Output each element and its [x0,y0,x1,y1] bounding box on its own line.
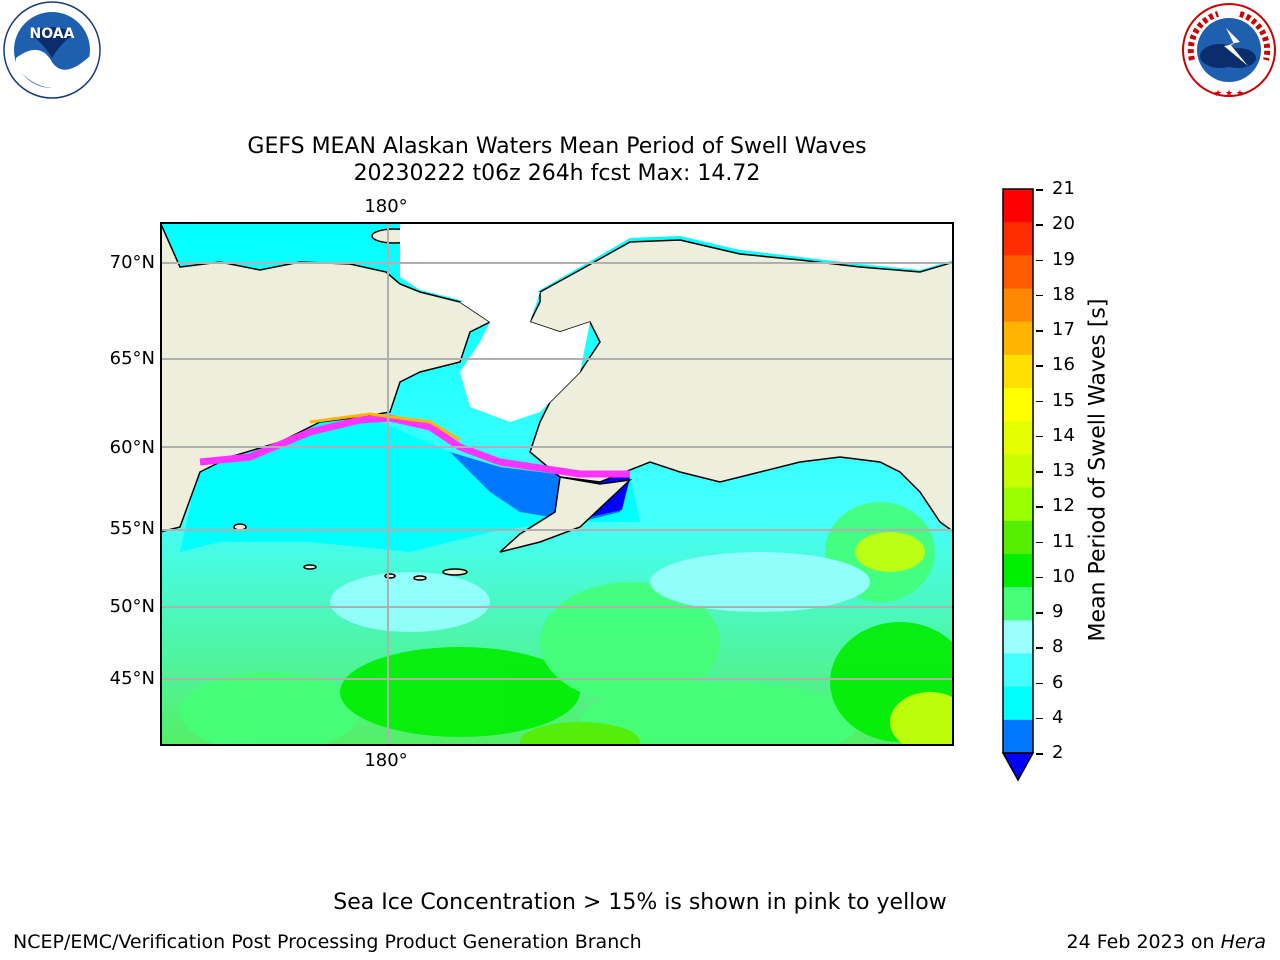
colorbar-tick [1036,682,1043,684]
colorbar-tick [1036,753,1043,755]
figure-subtitle: 20230222 t06z 264h fcst Max: 14.72 [353,161,761,186]
colorbar-swatch [1003,620,1033,654]
colorbar-tick [1036,400,1043,402]
swell-period-patches [180,502,954,746]
colorbar-tick [1036,365,1043,367]
colorbar-tick [1036,435,1043,438]
bering-sea-field [180,417,640,552]
colorbar-swatch [1003,653,1033,688]
colorbar-tick [1036,330,1043,332]
lat-label-65: 65°N [109,348,155,369]
colorbar-tick [1036,612,1043,614]
colorbar-tick-label: 10 [1052,565,1075,587]
colorbar-tick-label: 8 [1052,636,1064,658]
colorbar-tick-label: 13 [1052,460,1075,481]
map-frame [160,222,954,746]
colorbar-tick-label: 17 [1052,319,1075,340]
lat-label-45: 45°N [109,668,155,689]
footer-date-text: 24 Feb 2023 on [1066,931,1215,953]
colorbar-swatch [1003,487,1033,522]
colorbar-tick [1036,189,1043,191]
colorbar-tick-label: 18 [1052,283,1075,305]
noaa-logo-text: NOAA [30,26,75,42]
map-panel [160,222,954,746]
colorbar-swatch [1003,288,1033,323]
colorbar-swatch [1003,421,1033,455]
colorbar-swatch [1003,587,1033,621]
colorbar-tick [1036,259,1043,261]
graticule [160,222,954,746]
colorbar-swatches [1003,189,1033,754]
colorbar-swatch [1003,454,1033,489]
national-weather-service-logo: ★ ★ ★ [1182,3,1276,99]
lat-label-60: 60°N [109,437,155,458]
footer-date: 24 Feb 2023 on Hera [1067,931,1266,953]
lat-label-55: 55°N [109,518,155,539]
lon-label-bottom: 180° [364,750,408,771]
colorbar-tick-label: 6 [1052,671,1064,693]
colorbar-tick [1036,224,1043,226]
lat-label-70: 70°N [109,252,155,273]
lat-label-50: 50°N [109,596,155,617]
colorbar-swatch [1003,222,1033,256]
noaa-logo: NOAA [3,1,101,99]
figure-title: GEFS MEAN Alaskan Waters Mean Period of … [247,134,867,159]
colorbar-tick-label: 14 [1052,424,1075,446]
sea-ice-edge [199,414,630,478]
arctic-sea-ice-area [400,222,954,320]
colorbar-tick-label: 19 [1052,248,1075,270]
colorbar-swatch [1003,520,1033,555]
colorbar-tick [1036,471,1043,473]
colorbar-swatch [1003,553,1033,588]
colorbar-tick [1036,506,1043,508]
footer-machine: Hera [1220,931,1266,953]
colorbar-swatch [1003,255,1033,290]
colorbar-swatch [1003,321,1033,356]
colorbar-swatch [1003,388,1033,422]
colorbar [1001,188,1035,782]
colorbar-tick-label: 20 [1052,213,1075,235]
land-mass [160,222,954,581]
colorbar-tick [1036,717,1043,720]
colorbar-tick [1036,294,1043,297]
colorbar-swatch [1003,719,1033,754]
colorbar-swatch [1003,189,1033,223]
colorbar-tick-label: 2 [1052,742,1064,763]
colorbar-tick-label: 11 [1052,530,1075,552]
colorbar-swatch [1003,354,1033,389]
colorbar-tick-label: 12 [1052,495,1075,517]
colorbar-tick [1036,541,1043,543]
sea-ice-note: Sea Ice Concentration > 15% is shown in … [333,890,947,915]
colorbar-tick-label: 16 [1052,354,1075,376]
colorbar-tick [1036,647,1043,649]
colorbar-extend-arrow [1001,752,1035,782]
colorbar-label: Mean Period of Swell Waves [s] [1085,298,1111,642]
colorbar-tick-label: 21 [1052,178,1075,199]
footer-credit: NCEP/EMC/Verification Post Processing Pr… [13,931,642,953]
colorbar-tick-label: 9 [1052,601,1064,622]
colorbar-swatch [1003,686,1033,721]
colorbar-tick-label: 15 [1052,389,1075,411]
lon-label-top: 180° [364,196,408,217]
colorbar-tick [1036,576,1043,579]
colorbar-tick-label: 4 [1052,706,1064,728]
svg-text:★ ★ ★: ★ ★ ★ [1214,89,1244,99]
